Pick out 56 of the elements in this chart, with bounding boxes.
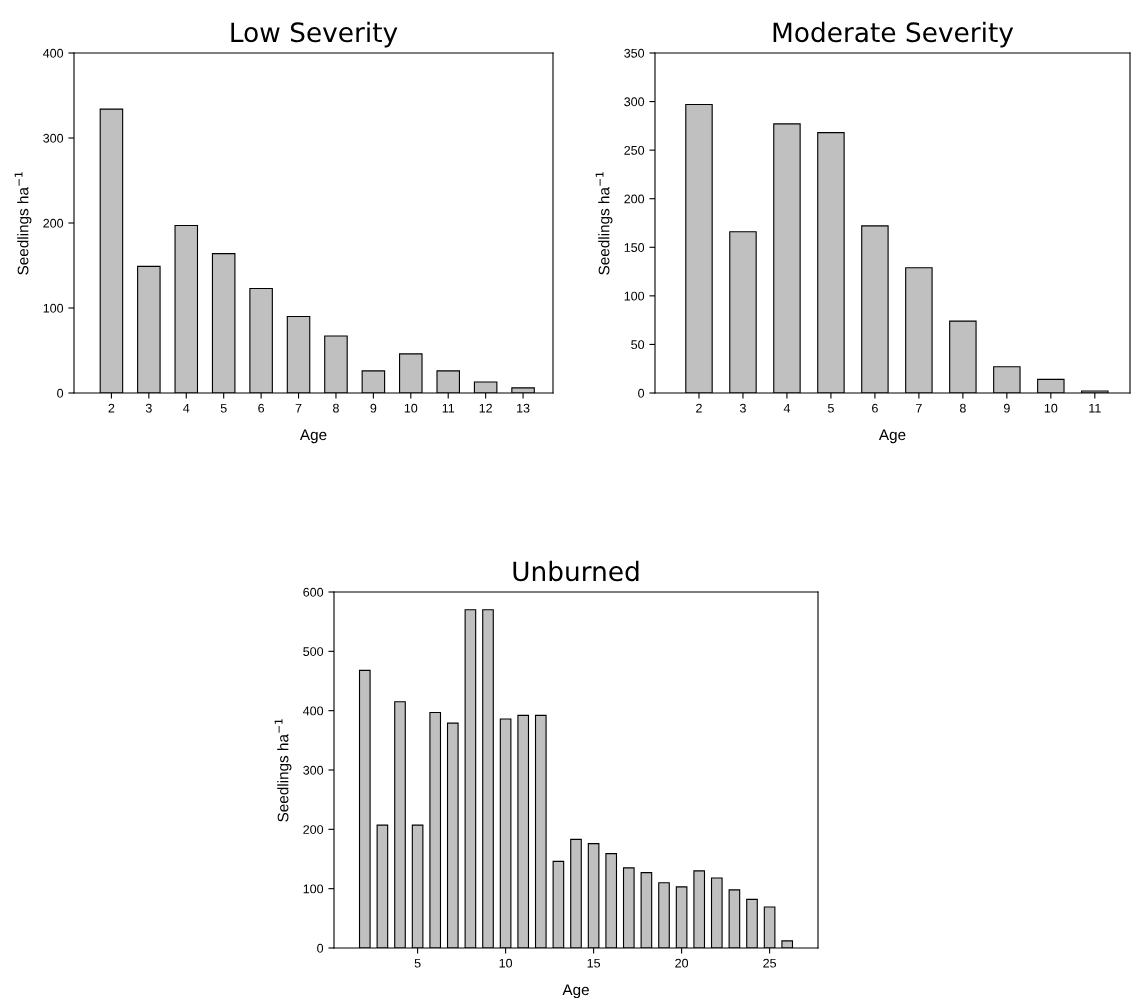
y-tick-label: 400 bbox=[43, 48, 64, 58]
chart-title: Unburned bbox=[513, 560, 639, 582]
y-tick-label: 350 bbox=[624, 48, 645, 58]
x-axis-title: Age bbox=[299, 429, 327, 444]
y-tick-label: 200 bbox=[624, 194, 645, 204]
x-axis-title: Age bbox=[562, 984, 589, 998]
y-tick-label: 250 bbox=[624, 145, 645, 155]
x-tick-label: 4 bbox=[183, 403, 190, 413]
x-tick-label: 15 bbox=[587, 958, 601, 968]
x-tick-label: 10 bbox=[404, 403, 418, 413]
chart-title: Moderate Severity bbox=[773, 21, 1014, 48]
x-tick-label: 10 bbox=[1044, 403, 1058, 413]
x-tick-label: 11 bbox=[442, 403, 455, 413]
y-tick-label: 600 bbox=[303, 587, 324, 597]
x-tick-label: 3 bbox=[739, 403, 746, 413]
y-tick-label: 300 bbox=[624, 97, 645, 107]
x-tick-label: 12 bbox=[479, 403, 492, 413]
x-tick-label: 9 bbox=[370, 403, 377, 413]
x-tick-label: 7 bbox=[295, 403, 302, 413]
x-tick-label: 11 bbox=[1089, 403, 1101, 413]
y-tick-label: 100 bbox=[624, 291, 645, 301]
x-tick-label: 5 bbox=[220, 403, 227, 413]
x-tick-label: 6 bbox=[872, 403, 878, 413]
x-tick-label: 25 bbox=[763, 958, 777, 968]
y-tick-label: 400 bbox=[303, 706, 324, 716]
x-tick-label: 3 bbox=[145, 403, 152, 413]
y-tick-label: 200 bbox=[303, 825, 324, 834]
x-tick-label: 7 bbox=[916, 403, 922, 413]
y-axis-title: Seedlings ha$^{−1}$ bbox=[595, 172, 613, 275]
y-tick-label: 500 bbox=[303, 647, 324, 656]
x-axis-title: Age bbox=[878, 429, 906, 444]
y-tick-label: 0 bbox=[57, 388, 64, 398]
x-tick-label: 2 bbox=[108, 403, 115, 413]
x-tick-label: 6 bbox=[258, 403, 265, 413]
y-axis-title: Seedlings ha$^{−1}$ bbox=[14, 172, 32, 275]
y-tick-label: 0 bbox=[317, 943, 324, 953]
x-tick-label: 5 bbox=[414, 958, 421, 968]
x-tick-label: 13 bbox=[517, 403, 530, 413]
x-tick-label: 8 bbox=[333, 403, 339, 413]
y-tick-label: 100 bbox=[43, 303, 64, 313]
y-tick-label: 300 bbox=[43, 133, 64, 143]
x-tick-label: 5 bbox=[827, 403, 834, 413]
x-tick-label: 10 bbox=[499, 958, 513, 968]
y-tick-label: 0 bbox=[638, 388, 645, 398]
y-tick-label: 150 bbox=[624, 243, 645, 252]
x-tick-label: 2 bbox=[696, 403, 702, 413]
y-tick-label: 300 bbox=[303, 765, 324, 775]
x-tick-label: 8 bbox=[959, 403, 966, 413]
y-tick-label: 100 bbox=[303, 884, 324, 894]
y-tick-label: 200 bbox=[43, 218, 64, 228]
x-tick-label: 9 bbox=[1003, 403, 1010, 413]
chart-title: Low Severity bbox=[231, 21, 398, 48]
y-tick-label: 50 bbox=[631, 340, 645, 350]
y-axis-title: Seedlings ha$^{−1}$ bbox=[274, 719, 292, 822]
x-tick-label: 4 bbox=[783, 403, 791, 413]
x-tick-label: 20 bbox=[675, 958, 689, 968]
